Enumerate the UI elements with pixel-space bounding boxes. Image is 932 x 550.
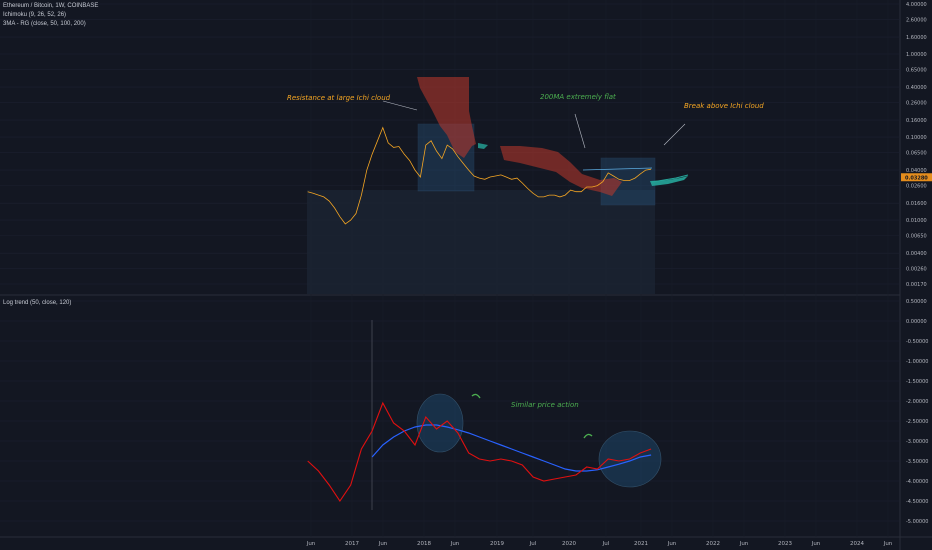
time-axis-tick: Jun [667, 541, 677, 547]
price-axis-tick: 1.60000 [906, 35, 927, 41]
legend-sma: 3MA - RG (close, 50, 100, 200) [3, 21, 86, 27]
time-axis-tick: Jun [450, 541, 460, 547]
price-axis-tick: 0.00170 [906, 282, 927, 288]
time-axis-tick: 2021 [634, 541, 648, 547]
time-axis-tick: Jun [739, 541, 749, 547]
price-axis-tick: 0.40000 [906, 85, 927, 91]
price-axis-tick: 0.00260 [906, 267, 927, 273]
price-axis-tick: 0.02600 [906, 184, 927, 190]
last-price-label: 0.03280 [905, 175, 928, 181]
time-axis-tick: Jun [811, 541, 821, 547]
price-axis-tick: 1.00000 [906, 52, 927, 58]
trend-axis-tick: -1.50000 [906, 379, 928, 385]
time-axis-tick: 2024 [850, 541, 864, 547]
annotations: Resistance at large Ichi cloud 200MA ext… [287, 93, 764, 409]
trend-axis-tick: -3.50000 [906, 459, 928, 465]
price-axis-tick: 0.26000 [906, 101, 927, 107]
last-price-tag [901, 173, 932, 182]
overlays: 0.03280 [307, 77, 932, 510]
arrow-200ma [574, 113, 586, 149]
time-axis-tick: 2023 [778, 541, 792, 547]
time-axis-tick: Jun [378, 541, 388, 547]
history-shade [307, 190, 655, 294]
trend-axis-tick: -1.00000 [906, 359, 928, 365]
price-axis-tick: 0.00650 [906, 234, 927, 240]
time-axis-tick: 2017 [345, 541, 359, 547]
ichimoku-cloud-bear-2018 [417, 77, 476, 158]
annotation-resistance: Resistance at large Ichi cloud [287, 94, 391, 102]
annotation-break-above: Break above Ichi cloud [684, 102, 764, 110]
curved-arrow-1 [471, 393, 481, 399]
price-axis-tick: 0.10000 [906, 135, 927, 141]
price-axis-tick: 0.16000 [906, 118, 927, 124]
ichimoku-cloud-bear-2019 [500, 146, 622, 196]
legend-symbol: Ethereum / Bitcoin, 1W, COINBASE [3, 3, 99, 9]
time-axis-tick: 2019 [490, 541, 504, 547]
arrow-resistance [382, 100, 418, 111]
highlight-circle-2018 [416, 393, 464, 453]
time-axis-tick: 2022 [706, 541, 720, 547]
trend-axis-tick: -4.00000 [906, 479, 928, 485]
trend-axis-tick: -5.00000 [906, 519, 928, 525]
trend-axis-tick: -2.00000 [906, 399, 928, 405]
price-axis-tick: 0.01000 [906, 218, 927, 224]
annotation-200ma-flat: 200MA extremely flat [540, 93, 616, 101]
time-axis-tick: Jul [602, 541, 610, 547]
price-axis-tick: 2.60000 [906, 18, 927, 24]
annotation-similar-price-action: Similar price action [511, 401, 579, 409]
price-axis-tick: 0.06500 [906, 151, 927, 157]
ichimoku-cloud-bull-b [650, 176, 688, 186]
legend-log-trend: Log trend (50, close, 120) [3, 300, 72, 306]
time-axis-tick: Jul [529, 541, 537, 547]
trend-axis-tick: -2.50000 [906, 419, 928, 425]
ma200-line [582, 167, 653, 171]
time-axis-tick: Jun [883, 541, 893, 547]
trend-axis-tick: 0.50000 [906, 299, 927, 305]
trend-axis-tick: -4.50000 [906, 499, 928, 505]
trend-axis-tick: -3.00000 [906, 439, 928, 445]
curved-arrow-2 [583, 433, 593, 439]
trend-axis-tick: 0.00000 [906, 319, 927, 325]
series-layer [307, 126, 652, 502]
time-axis-tick: Jun [306, 541, 316, 547]
price-axis-tick: 0.04000 [906, 168, 927, 174]
arrow-break [663, 123, 686, 146]
price-axis-tick: 0.00400 [906, 251, 927, 257]
legend-ichimoku: Ichimoku (9, 26, 52, 26) [3, 12, 67, 18]
price-axis-tick: 0.65000 [906, 68, 927, 74]
ichimoku-lead-line [651, 174, 689, 183]
price-line [307, 126, 652, 225]
ichimoku-cloud-bull-a [478, 143, 488, 149]
time-axis-tick: 2018 [417, 541, 431, 547]
trend-axis-tick: -0.50000 [906, 339, 928, 345]
trend-ma-line [371, 424, 652, 472]
price-axis-tick: 0.01600 [906, 201, 927, 207]
log-trend-line [307, 401, 652, 502]
time-axis-tick: 2020 [562, 541, 576, 547]
axes: 4.00000 2.60000 1.60000 1.00000 0.65000 0.400… [306, 2, 929, 547]
price-axis-tick: 4.00000 [906, 2, 927, 8]
